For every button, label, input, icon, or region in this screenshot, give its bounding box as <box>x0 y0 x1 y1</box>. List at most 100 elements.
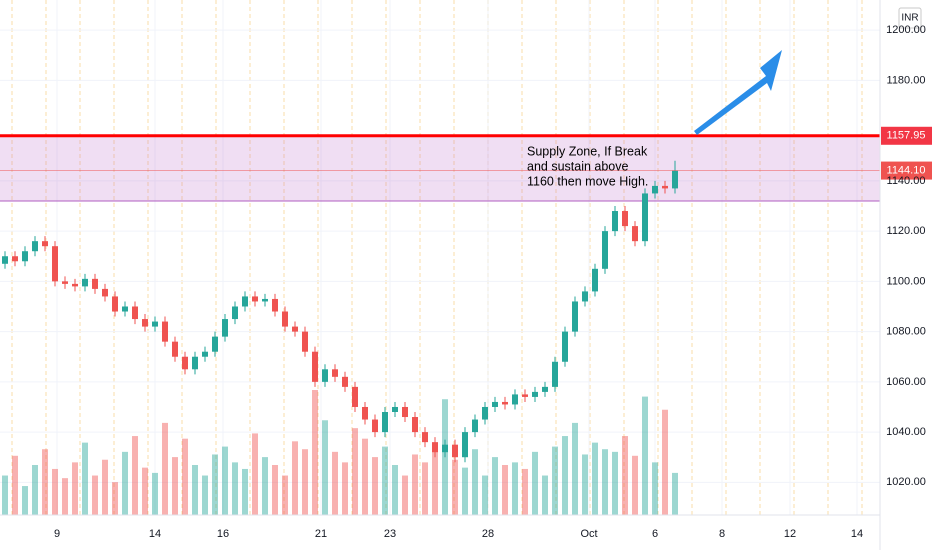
volume-bar <box>512 462 518 515</box>
volume-bar <box>342 462 348 515</box>
volume-bar <box>292 441 298 515</box>
candle-body <box>102 288 108 297</box>
candle-body <box>322 369 328 382</box>
y-tick-label: 1180.00 <box>887 74 926 86</box>
candle-body <box>412 417 418 433</box>
candle-body <box>262 298 268 302</box>
candle-body <box>252 296 258 302</box>
candle-body <box>222 319 228 337</box>
volume-bar <box>642 396 648 515</box>
candle-body <box>192 356 198 370</box>
candle-body <box>302 331 308 352</box>
volume-bar <box>372 457 378 515</box>
volume-bar <box>522 468 528 515</box>
volume-bar <box>152 472 158 515</box>
volume-bar <box>412 454 418 515</box>
volume-bar <box>142 467 148 515</box>
x-tick-label: 14 <box>851 528 863 540</box>
candle-body <box>402 406 408 418</box>
y-tick-label: 1040.00 <box>886 426 926 438</box>
candle-body <box>312 351 318 382</box>
volume-bar <box>32 465 38 515</box>
candles <box>2 160 678 463</box>
candle-body <box>272 298 278 312</box>
volume-bar <box>312 390 318 515</box>
y-tick-label: 1140.00 <box>887 175 926 187</box>
volume-bar <box>352 428 358 515</box>
x-tick-label: 28 <box>482 528 494 540</box>
volume-bar <box>562 436 568 515</box>
candle-body <box>512 394 518 405</box>
candle-body <box>292 326 298 332</box>
volume-bar <box>52 468 58 515</box>
volume-bar <box>662 409 668 515</box>
candle-body <box>502 401 508 405</box>
volume-bar <box>62 478 68 515</box>
x-tick-label: 8 <box>719 528 725 540</box>
volume <box>2 390 678 515</box>
grid <box>0 0 880 515</box>
candle-body <box>42 241 48 247</box>
candle-body <box>422 432 428 443</box>
candle-body <box>352 386 358 407</box>
volume-bar <box>532 451 538 515</box>
volume-bar <box>42 449 48 515</box>
candle-body <box>112 296 118 312</box>
arrow <box>694 50 782 135</box>
candle-body <box>162 321 168 342</box>
volume-bar <box>132 436 138 515</box>
candle-body <box>132 306 138 320</box>
volume-bar <box>202 475 208 515</box>
volume-bar <box>362 438 368 515</box>
candle-body <box>442 444 448 453</box>
volume-bar <box>242 468 248 515</box>
candle-body <box>582 291 588 302</box>
volume-bar <box>622 436 628 515</box>
candle-body <box>372 419 378 433</box>
candle-body <box>232 306 238 320</box>
volume-bar <box>672 472 678 515</box>
candle-body <box>282 311 288 327</box>
last-price-tag <box>881 161 932 180</box>
candle-body <box>72 283 78 287</box>
y-tick-label: 1060.00 <box>886 376 926 388</box>
volume-bar <box>452 459 458 515</box>
y-tick-label: 1080.00 <box>886 326 926 338</box>
candle-body <box>152 321 158 327</box>
candle-body <box>382 412 388 433</box>
y-tick-label: 1120.00 <box>887 225 926 237</box>
volume-bar <box>222 446 228 515</box>
candle-body <box>452 444 458 458</box>
candle-body <box>392 406 398 412</box>
currency: INR <box>901 13 918 24</box>
candle-body <box>532 391 538 397</box>
volume-bar <box>392 465 398 515</box>
volume-bar <box>272 465 278 515</box>
volume-bar <box>552 446 558 515</box>
candle-body <box>122 306 128 312</box>
candle-body <box>92 278 98 289</box>
volume-bar <box>252 433 258 515</box>
resistance-label: 1157.95 <box>887 130 926 142</box>
volume-bar <box>332 451 338 515</box>
candle-body <box>522 394 528 397</box>
volume-bar <box>402 475 408 515</box>
volume-bar <box>162 422 168 515</box>
currency-box <box>898 7 922 29</box>
annotation: 1160 then move High. <box>527 174 648 188</box>
last-price-label: 1144.10 <box>887 164 926 176</box>
candle-body <box>202 351 208 357</box>
candle-body <box>612 211 618 232</box>
volume-bar <box>462 467 468 515</box>
candle-body <box>652 185 658 194</box>
candle-body <box>632 226 638 242</box>
candle-body <box>552 361 558 387</box>
candle-body <box>562 331 568 362</box>
candle-body <box>662 185 668 189</box>
volume-bar <box>472 449 478 515</box>
candle-body <box>642 193 648 242</box>
volume-bar <box>82 442 88 515</box>
volume-bar <box>212 454 218 515</box>
annotation: Supply Zone, If Break <box>527 144 648 158</box>
